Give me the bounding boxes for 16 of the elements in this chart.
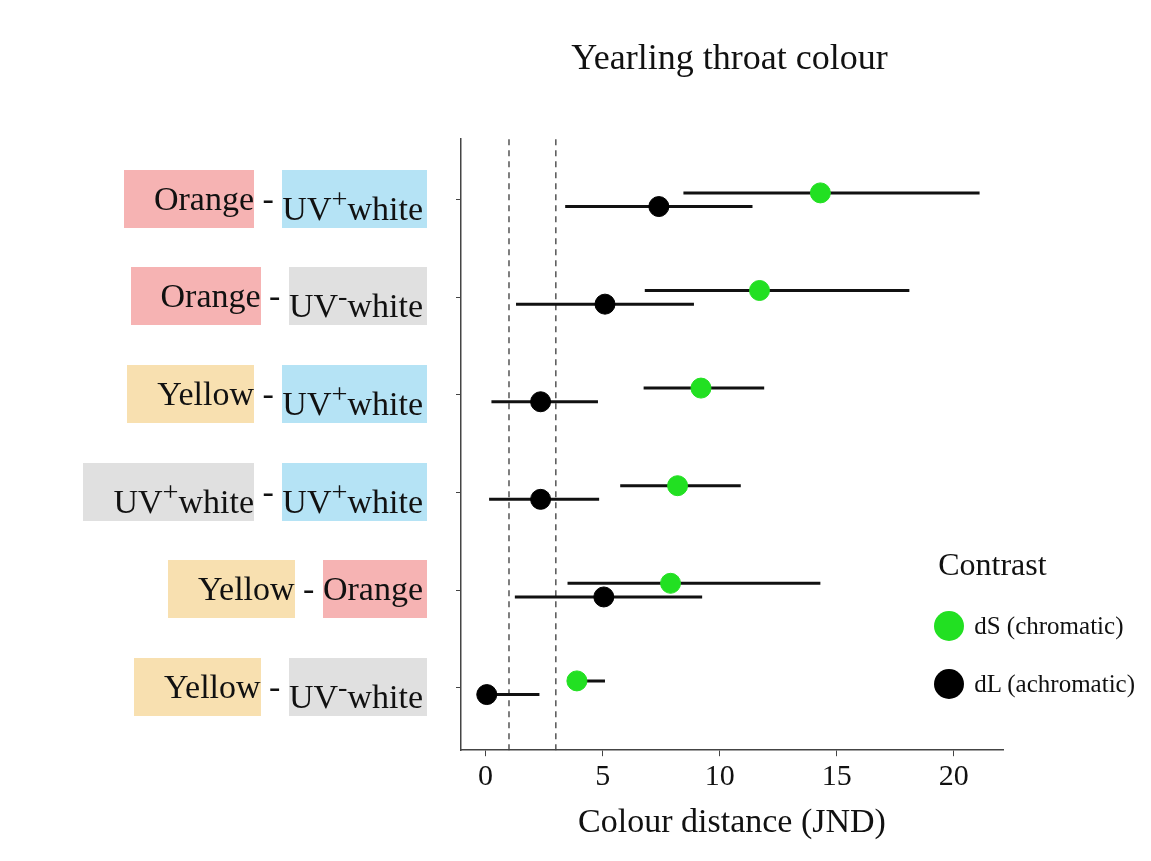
x-tick-label: 0 [478,758,494,792]
x-axis-title: Colour distance (JND) [578,801,886,840]
y-tick-label: UV$^{+}$white - UV$^{+}$white [112,471,424,521]
x-tick-label: 15 [821,758,852,792]
x-tick-label: 10 [704,758,735,792]
x-tick-label: 5 [595,758,611,792]
legend-title: Contrast [938,546,1048,583]
legend-label: dL (achromatic) [974,670,1135,698]
x-tick-label: 20 [938,758,969,792]
y-tick-label: Yellow - UV$^{-}$white [162,666,424,716]
legend-label: dS (chromatic) [974,612,1124,640]
y-tick-label: Yellow - Orange [196,569,424,610]
y-tick-label: Orange - UV$^{+}$white [152,178,424,228]
y-tick-label: Orange - UV$^{-}$white [159,276,424,326]
chart-title: Yearling throat colour [571,37,888,78]
y-tick-label: Yellow - UV$^{+}$white [156,373,424,423]
